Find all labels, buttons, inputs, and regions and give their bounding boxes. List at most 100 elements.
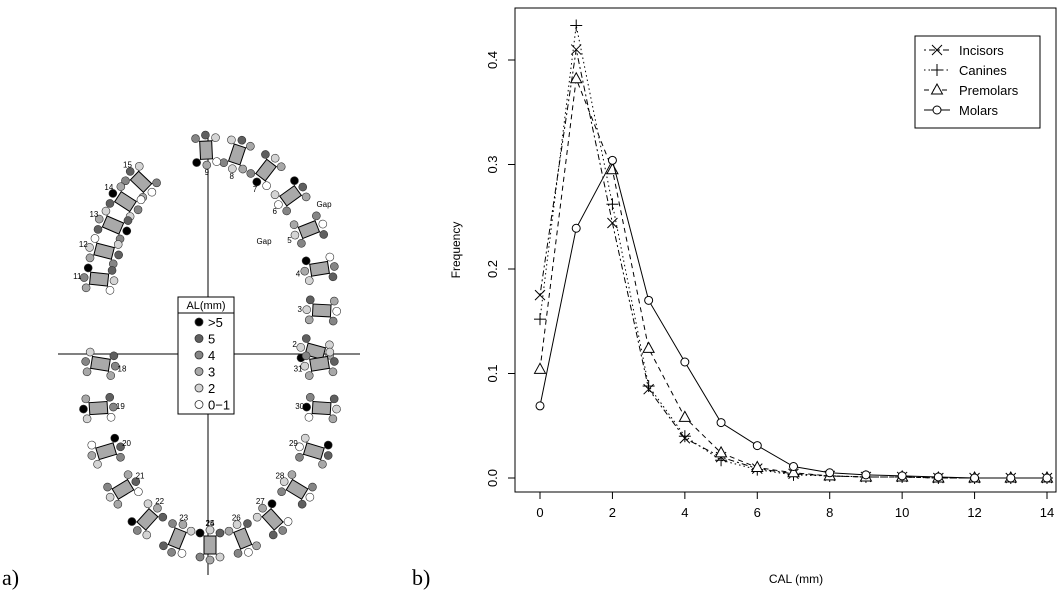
data-point-molars bbox=[716, 418, 726, 428]
probing-site bbox=[246, 169, 256, 178]
tooth-body bbox=[261, 507, 284, 531]
probing-site bbox=[81, 357, 90, 366]
probing-site bbox=[109, 351, 119, 361]
probing-site bbox=[295, 452, 304, 462]
probing-site bbox=[79, 273, 89, 282]
tooth-number-24: 24 bbox=[206, 519, 215, 528]
probing-site bbox=[147, 187, 157, 197]
tooth-number-8: 8 bbox=[230, 172, 235, 181]
probing-site bbox=[328, 272, 338, 282]
tooth-body bbox=[309, 260, 330, 277]
probing-site bbox=[94, 214, 104, 224]
probing-site bbox=[133, 205, 143, 215]
panel-label-b: b) bbox=[412, 565, 431, 590]
chart-legend-label: Molars bbox=[959, 103, 999, 118]
tooth-body bbox=[285, 478, 309, 500]
gap-label: Gap bbox=[256, 237, 272, 246]
probing-site bbox=[325, 347, 335, 357]
probing-site bbox=[237, 135, 247, 145]
lower-tooth-21 bbox=[103, 470, 143, 509]
tooth-body bbox=[311, 303, 332, 318]
tooth-body bbox=[302, 442, 325, 461]
probing-site bbox=[304, 276, 314, 285]
y-tick-label: 0.3 bbox=[485, 155, 500, 173]
lower-tooth-26 bbox=[224, 519, 261, 558]
tooth-body bbox=[90, 355, 111, 372]
tooth-number-19: 19 bbox=[116, 402, 125, 411]
tooth-body bbox=[297, 220, 321, 240]
probing-site bbox=[90, 234, 100, 243]
probing-site bbox=[318, 219, 328, 229]
probing-site bbox=[106, 412, 116, 422]
probing-site bbox=[308, 482, 317, 492]
data-point-premolars bbox=[678, 410, 692, 422]
probing-site bbox=[274, 200, 283, 209]
chart-legend: Incisors Canines Premolars Molars bbox=[914, 35, 1041, 129]
al-legend-swatch bbox=[194, 350, 204, 360]
tooth-number-9: 9 bbox=[205, 168, 210, 177]
probing-site bbox=[330, 262, 339, 271]
data-point-premolars bbox=[606, 162, 619, 175]
data-point-premolars bbox=[750, 460, 764, 473]
probing-site bbox=[131, 477, 141, 486]
al-legend-entry: 0−1 bbox=[194, 398, 230, 413]
probing-site bbox=[127, 517, 137, 526]
tooth-number-3: 3 bbox=[298, 305, 303, 314]
al-legend-entry: >5 bbox=[194, 315, 223, 330]
probing-site bbox=[123, 216, 133, 225]
probing-site bbox=[116, 452, 125, 462]
lower-tooth-20 bbox=[87, 433, 125, 469]
data-point-molars bbox=[571, 223, 581, 233]
probing-site bbox=[328, 414, 338, 424]
probing-site bbox=[318, 459, 327, 469]
probing-site bbox=[81, 394, 91, 404]
chart-legend-marker bbox=[931, 44, 943, 56]
probing-site bbox=[113, 240, 123, 249]
series-line-premolars bbox=[539, 78, 1047, 479]
upper-tooth-3 bbox=[302, 295, 342, 326]
probing-site bbox=[114, 250, 123, 260]
tooth-number-11: 11 bbox=[73, 272, 82, 281]
data-point-molars bbox=[825, 468, 835, 478]
probing-site bbox=[328, 367, 338, 377]
probing-site bbox=[300, 266, 310, 276]
x-tick-label: 14 bbox=[1040, 505, 1054, 520]
data-point-premolars bbox=[714, 445, 728, 458]
al-legend-swatch bbox=[194, 317, 204, 327]
upper-tooth-11 bbox=[79, 263, 119, 295]
tooth-body bbox=[279, 184, 303, 207]
chart-legend-label: Premolars bbox=[959, 83, 1019, 98]
probing-site bbox=[93, 225, 103, 234]
probing-site bbox=[258, 503, 267, 513]
x-tick-label: 10 bbox=[895, 505, 909, 520]
probing-site bbox=[103, 482, 112, 492]
probing-site bbox=[279, 477, 289, 486]
x-tick-label: 0 bbox=[536, 505, 543, 520]
data-point-molars bbox=[644, 295, 654, 305]
lower-tooth-23 bbox=[159, 519, 196, 558]
lower-tooth-28 bbox=[277, 470, 317, 509]
tooth-number-25: 25 bbox=[206, 519, 215, 528]
x-tick-label: 8 bbox=[826, 505, 833, 520]
tooth-number-29: 29 bbox=[289, 439, 298, 448]
probing-site bbox=[85, 253, 95, 263]
probing-site bbox=[109, 402, 118, 412]
probing-site bbox=[205, 555, 215, 565]
data-point-molars bbox=[1006, 473, 1016, 483]
tooth-body bbox=[309, 355, 330, 372]
data-point-molars bbox=[933, 472, 943, 482]
upper-tooth-7 bbox=[246, 150, 286, 191]
lower-tooth-27 bbox=[252, 499, 293, 540]
tooth-number-18: 18 bbox=[118, 364, 127, 373]
x-tick-label: 2 bbox=[609, 505, 616, 520]
tooth-number-20: 20 bbox=[122, 439, 131, 448]
data-point-molars bbox=[1042, 473, 1052, 483]
tooth-body bbox=[111, 478, 135, 500]
probing-site bbox=[105, 286, 115, 295]
tooth-number-7: 7 bbox=[253, 185, 258, 194]
probing-site bbox=[191, 134, 200, 143]
probing-site bbox=[301, 192, 311, 202]
tooth-number-27: 27 bbox=[256, 497, 265, 506]
probing-site bbox=[195, 552, 205, 562]
